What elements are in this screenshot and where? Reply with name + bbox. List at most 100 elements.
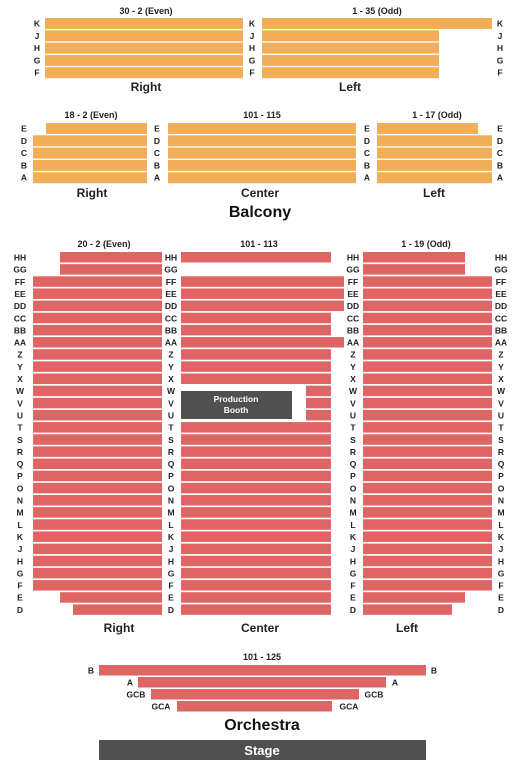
orchestra-center-row-p[interactable] (181, 470, 331, 482)
orchestra-right-row-d[interactable] (73, 604, 162, 615)
orchestra-left-row-t[interactable] (363, 422, 492, 433)
balcony-left-row-d[interactable] (377, 135, 492, 147)
orchestra-right-row-hh[interactable] (60, 252, 162, 263)
orchestra-right-row-z[interactable] (33, 349, 162, 360)
orchestra-left-row-k[interactable] (363, 531, 492, 542)
orchestra-left-row-m[interactable] (363, 507, 492, 518)
orchestra-right-row-gg[interactable] (60, 264, 162, 275)
orchestra-center-row-g[interactable] (181, 567, 331, 579)
orchestra-left-row-h[interactable] (363, 555, 492, 567)
upper-left-row-h[interactable] (262, 42, 439, 54)
orchestra-left-row-x[interactable] (363, 373, 492, 385)
upper-right-row-f[interactable] (45, 67, 243, 79)
balcony-left-row-a[interactable] (377, 172, 492, 184)
orchestra-center-row-v[interactable] (306, 397, 331, 409)
orchestra-center-row-f[interactable] (181, 580, 331, 591)
orchestra-center-row-h[interactable] (181, 555, 331, 567)
orchestra-center-row-e[interactable] (181, 592, 331, 603)
orchestra-right-row-y[interactable] (33, 361, 162, 372)
orchestra-right-row-ee[interactable] (33, 288, 162, 299)
upper-left-row-g[interactable] (262, 54, 439, 66)
balcony-right-row-a[interactable] (33, 172, 147, 184)
orchestra-left-row-l[interactable] (363, 519, 492, 530)
orchestra-right-row-bb[interactable] (33, 324, 162, 336)
balcony-right-row-e[interactable] (46, 123, 147, 134)
upper-left-row-f[interactable] (262, 67, 439, 79)
orchestra-right-row-s[interactable] (33, 434, 162, 445)
orchestra-right-row-g[interactable] (33, 567, 162, 579)
orchestra-left-row-gg[interactable] (363, 264, 465, 275)
orchestra-left-row-e[interactable] (363, 592, 465, 603)
orchestra-right-row-e[interactable] (60, 592, 162, 603)
orchestra-center-row-s[interactable] (181, 434, 331, 445)
orchestra-left-row-v[interactable] (363, 397, 492, 409)
balcony-left-row-e[interactable] (377, 123, 478, 134)
orchestra-front-row-a[interactable] (138, 677, 386, 688)
orchestra-center-row-u[interactable] (306, 409, 331, 421)
orchestra-center-row-o[interactable] (181, 482, 331, 494)
orchestra-right-row-w[interactable] (33, 385, 162, 397)
orchestra-center-row-t[interactable] (181, 422, 331, 433)
orchestra-right-row-h[interactable] (33, 555, 162, 567)
orchestra-front-row-gcb[interactable] (151, 689, 359, 700)
orchestra-front-row-b[interactable] (99, 665, 426, 676)
orchestra-right-row-x[interactable] (33, 373, 162, 385)
orchestra-center-row-x[interactable] (181, 373, 331, 385)
orchestra-center-row-aa[interactable] (181, 337, 344, 348)
orchestra-center-row-bb[interactable] (181, 324, 331, 336)
orchestra-right-row-m[interactable] (33, 507, 162, 518)
orchestra-left-row-cc[interactable] (363, 312, 492, 324)
orchestra-left-row-w[interactable] (363, 385, 492, 397)
upper-right-row-h[interactable] (45, 42, 243, 54)
balcony-center-row-a[interactable] (168, 172, 356, 184)
orchestra-left-row-ee[interactable] (363, 288, 492, 299)
orchestra-left-row-bb[interactable] (363, 324, 492, 336)
orchestra-left-row-n[interactable] (363, 495, 492, 506)
orchestra-left-row-d[interactable] (363, 604, 452, 615)
orchestra-center-row-m[interactable] (181, 507, 331, 518)
orchestra-right-row-dd[interactable] (33, 300, 162, 312)
balcony-center-row-b[interactable] (168, 159, 356, 171)
orchestra-left-row-j[interactable] (363, 543, 492, 555)
balcony-center-row-d[interactable] (168, 135, 356, 147)
orchestra-center-row-hh[interactable] (181, 252, 331, 263)
orchestra-center-row-w[interactable] (306, 385, 331, 397)
orchestra-left-row-g[interactable] (363, 567, 492, 579)
upper-left-row-k[interactable] (262, 18, 492, 29)
orchestra-right-row-u[interactable] (33, 409, 162, 421)
orchestra-right-row-ff[interactable] (33, 276, 162, 287)
orchestra-right-row-f[interactable] (33, 580, 162, 591)
orchestra-right-row-j[interactable] (33, 543, 162, 555)
orchestra-left-row-y[interactable] (363, 361, 492, 372)
orchestra-right-row-l[interactable] (33, 519, 162, 530)
upper-right-row-j[interactable] (45, 30, 243, 42)
orchestra-center-row-r[interactable] (181, 446, 331, 457)
orchestra-right-row-o[interactable] (33, 482, 162, 494)
orchestra-center-row-j[interactable] (181, 543, 331, 555)
orchestra-right-row-q[interactable] (33, 458, 162, 470)
upper-left-row-j[interactable] (262, 30, 439, 42)
balcony-right-row-c[interactable] (33, 147, 147, 159)
orchestra-center-row-y[interactable] (181, 361, 331, 372)
orchestra-center-row-k[interactable] (181, 531, 331, 542)
orchestra-center-row-ff[interactable] (181, 276, 344, 287)
orchestra-right-row-p[interactable] (33, 470, 162, 482)
orchestra-left-row-s[interactable] (363, 434, 492, 445)
orchestra-left-row-r[interactable] (363, 446, 492, 457)
orchestra-right-row-aa[interactable] (33, 337, 162, 348)
balcony-center-row-c[interactable] (168, 147, 356, 159)
orchestra-right-row-k[interactable] (33, 531, 162, 542)
orchestra-left-row-q[interactable] (363, 458, 492, 470)
orchestra-center-row-d[interactable] (181, 604, 331, 615)
orchestra-center-row-ee[interactable] (181, 288, 344, 299)
orchestra-right-row-v[interactable] (33, 397, 162, 409)
orchestra-center-row-z[interactable] (181, 349, 331, 360)
orchestra-center-row-n[interactable] (181, 495, 331, 506)
orchestra-left-row-z[interactable] (363, 349, 492, 360)
orchestra-right-row-n[interactable] (33, 495, 162, 506)
orchestra-right-row-cc[interactable] (33, 312, 162, 324)
balcony-left-row-c[interactable] (377, 147, 492, 159)
balcony-right-row-d[interactable] (33, 135, 147, 147)
orchestra-left-row-ff[interactable] (363, 276, 492, 287)
orchestra-left-row-u[interactable] (363, 409, 492, 421)
